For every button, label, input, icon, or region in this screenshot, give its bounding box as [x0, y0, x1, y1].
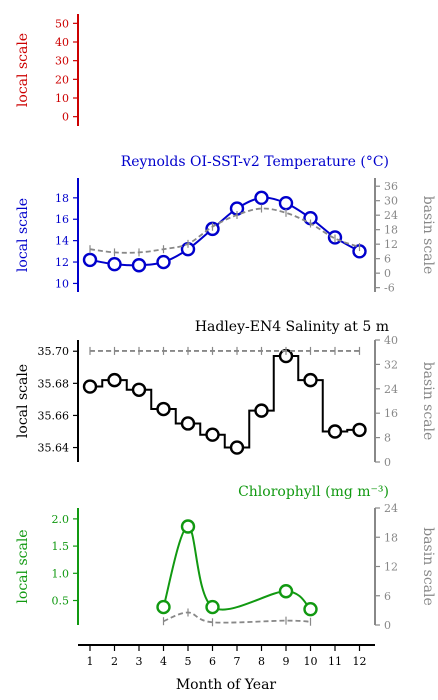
left-tick-label: 14: [55, 235, 69, 248]
left-tick-label: 0: [62, 111, 69, 124]
right-axis-label: basin scale: [420, 362, 436, 441]
x-tick-label: 12: [353, 655, 367, 668]
left-tick-label: 40: [55, 36, 69, 49]
local-data-point: [254, 190, 269, 206]
basin-series-line: [89, 207, 360, 254]
left-tick-label: 20: [55, 73, 69, 86]
left-tick-label: 50: [55, 17, 69, 30]
local-data-point: [107, 372, 122, 388]
local-series-line: [89, 196, 360, 267]
right-tick-label: 6: [384, 253, 391, 266]
x-tick-label: 1: [87, 655, 94, 668]
right-tick-label: 0: [384, 456, 391, 469]
left-tick-label: 35.68: [38, 377, 70, 390]
left-axis-label: local scale: [15, 364, 31, 438]
right-axis-label: basin scale: [420, 196, 436, 275]
x-tick-label: 7: [234, 655, 241, 668]
right-tick-label: 12: [384, 561, 398, 574]
right-tick-label: 24: [384, 502, 398, 515]
panel-title: Reynolds OI-SST-v2 Temperature (°C): [121, 154, 389, 170]
right-tick-label: -6: [384, 282, 395, 295]
x-tick-label: 3: [136, 655, 143, 668]
left-tick-label: 16: [55, 213, 69, 226]
local-data-point: [131, 258, 147, 273]
right-tick-label: 18: [384, 531, 398, 544]
right-tick-label: 24: [384, 209, 398, 222]
local-data-point: [303, 372, 318, 388]
left-axis-label: local scale: [15, 33, 31, 107]
right-tick-label: 16: [384, 407, 398, 420]
left-tick-label: 1.5: [52, 540, 70, 553]
right-tick-label: 18: [384, 224, 398, 237]
panel-title: Chlorophyll (mg m⁻³): [238, 484, 389, 500]
left-axis-label: local scale: [15, 529, 31, 603]
left-tick-label: 18: [55, 192, 69, 205]
left-tick-label: 12: [55, 256, 69, 269]
right-tick-label: 12: [384, 238, 398, 251]
local-data-point: [156, 401, 171, 417]
right-tick-label: 0: [384, 619, 391, 632]
x-tick-label: 8: [258, 655, 265, 668]
local-data-point: [180, 416, 196, 431]
x-tick-label: 5: [185, 655, 192, 668]
local-data-point: [229, 440, 245, 455]
x-tick-label: 10: [304, 655, 318, 668]
local-data-point: [107, 256, 122, 272]
local-series-line: [90, 355, 360, 449]
left-tick-label: 10: [55, 277, 69, 290]
local-data-point: [327, 424, 343, 439]
left-tick-label: 35.70: [38, 345, 70, 358]
right-tick-label: 8: [384, 432, 391, 445]
left-tick-label: 1.0: [52, 567, 70, 580]
x-tick-label: 2: [111, 655, 118, 668]
local-data-point: [254, 403, 269, 418]
right-tick-label: 30: [384, 195, 398, 208]
local-data-point: [82, 379, 98, 394]
local-data-point: [205, 599, 220, 615]
right-tick-label: 36: [384, 180, 398, 193]
right-tick-label: 40: [384, 334, 398, 347]
local-data-point: [278, 584, 294, 599]
right-tick-label: 0: [384, 267, 391, 280]
local-data-point: [156, 254, 171, 270]
x-axis-label: Month of Year: [176, 677, 277, 693]
x-tick-label: 4: [160, 655, 167, 668]
right-tick-label: 24: [384, 383, 398, 396]
right-axis-label: basin scale: [420, 527, 436, 606]
x-tick-label: 9: [283, 655, 290, 668]
local-data-point: [180, 519, 196, 534]
left-tick-label: 35.66: [38, 409, 70, 422]
local-data-point: [278, 195, 294, 211]
x-tick-label: 11: [328, 655, 342, 668]
right-tick-label: 6: [384, 590, 391, 603]
local-data-point: [156, 599, 171, 615]
basin-series-line: [163, 611, 311, 624]
left-tick-label: 10: [55, 92, 69, 105]
local-data-point: [131, 382, 147, 397]
left-tick-label: 30: [55, 55, 69, 68]
left-axis-label: local scale: [15, 198, 31, 272]
local-data-point: [82, 252, 98, 268]
local-data-point: [205, 427, 220, 442]
local-data-point: [352, 422, 367, 438]
x-tick-label: 6: [209, 655, 216, 668]
right-tick-label: 32: [384, 358, 398, 371]
local-data-point: [303, 602, 318, 617]
panel-title: Hadley-EN4 Salinity at 5 m: [195, 319, 389, 335]
left-tick-label: 2.0: [52, 513, 70, 526]
left-tick-label: 0.5: [52, 595, 70, 608]
left-tick-label: 35.64: [38, 442, 70, 455]
